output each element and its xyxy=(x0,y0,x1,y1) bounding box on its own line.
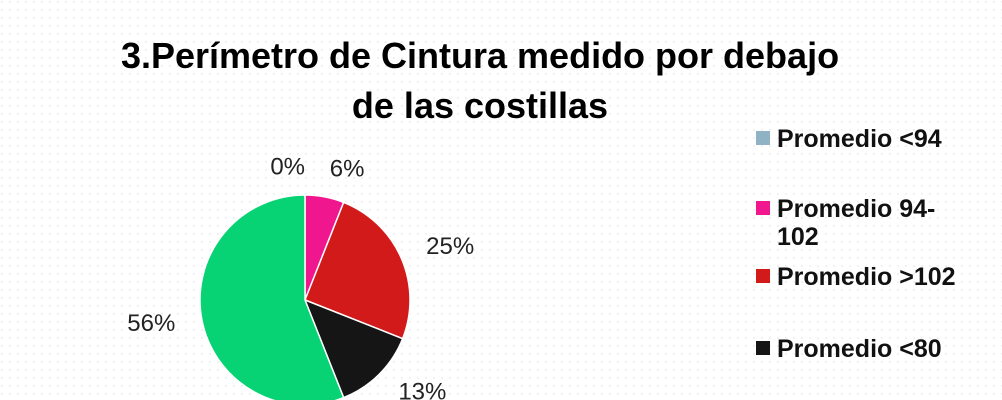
legend-label: Promedio <80 xyxy=(777,335,942,363)
chart-title: de las costillas xyxy=(352,85,608,126)
legend-swatch xyxy=(756,131,770,145)
pie-slice xyxy=(304,201,411,340)
data-label: 25% xyxy=(426,233,474,260)
legend-item: Promedio 94-102 xyxy=(752,195,967,251)
legend: Promedio <94 Promedio 94-102 Promedio >102… xyxy=(752,0,1002,400)
legend-swatch xyxy=(756,341,770,355)
data-label: 6% xyxy=(330,156,365,183)
legend-label: Promedio >102 xyxy=(777,263,956,291)
chart-title: 3.Perímetro de Cintura medido por debajo xyxy=(121,35,839,76)
legend-swatch xyxy=(756,201,770,215)
legend-item: Promedio <94 xyxy=(752,125,967,153)
legend-label: Promedio <94 xyxy=(777,125,942,153)
legend-item: Promedio >102 xyxy=(752,263,967,291)
pie-slice xyxy=(199,194,345,400)
legend-label: Promedio 94-102 xyxy=(777,195,936,251)
data-label: 0% xyxy=(270,153,305,180)
legend-swatch xyxy=(756,269,770,283)
data-label: 13% xyxy=(398,379,446,400)
legend-item: Promedio <80 xyxy=(752,335,967,363)
pie-slice xyxy=(303,298,404,399)
data-label: 56% xyxy=(127,310,175,337)
